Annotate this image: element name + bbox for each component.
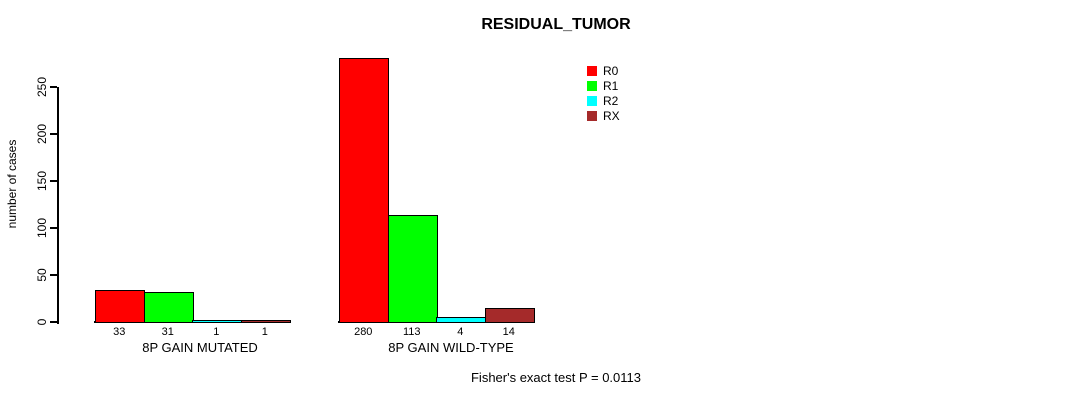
y-axis-tick (50, 133, 57, 135)
legend-item-rx: RX (587, 108, 620, 123)
legend-swatch-r2 (587, 95, 597, 106)
legend-swatch-r0 (587, 65, 597, 76)
y-axis-tick (50, 180, 57, 182)
bar-r0-1 (339, 58, 389, 323)
bar-r1-1 (388, 215, 438, 323)
x-axis-group-label: 8P GAIN WILD-TYPE (388, 340, 514, 355)
bar-rx-0 (241, 320, 291, 323)
legend-label: R0 (603, 63, 619, 78)
bar-value-label: 1 (213, 326, 220, 338)
y-axis-tick-label: 100 (35, 217, 49, 239)
y-axis-tick (50, 86, 57, 88)
legend-swatch-r1 (587, 80, 597, 91)
x-axis-group-label: 8P GAIN MUTATED (142, 340, 258, 355)
bar-r1-0 (144, 292, 194, 323)
y-axis-tick-label: 150 (35, 170, 49, 192)
bar-r2-1 (436, 317, 486, 323)
legend-item-r2: R2 (587, 93, 619, 108)
bar-value-label: 31 (161, 326, 174, 338)
legend-swatch-rx (587, 110, 597, 121)
annotation-fisher-test: Fisher's exact test P = 0.0113 (470, 370, 642, 385)
bar-value-label: 280 (354, 326, 373, 338)
bar-value-label: 33 (113, 326, 126, 338)
legend-label: R1 (603, 78, 619, 93)
y-axis-tick (50, 321, 57, 323)
y-axis-tick-label: 0 (35, 318, 49, 326)
y-axis-tick (50, 227, 57, 229)
bar-value-label: 4 (457, 326, 464, 338)
legend-item-r0: R0 (587, 63, 619, 78)
bar-r0-0 (95, 290, 145, 323)
bar-value-label: 1 (261, 326, 268, 338)
y-axis-title: number of cases (5, 139, 19, 229)
legend-label: RX (603, 108, 620, 123)
bar-r2-0 (192, 320, 242, 323)
legend-label: R2 (603, 93, 619, 108)
y-axis-tick-label: 50 (35, 268, 49, 282)
chart-title: RESIDUAL_TUMOR (481, 16, 631, 33)
y-axis-tick-label: 200 (35, 123, 49, 145)
legend-item-r1: R1 (587, 78, 619, 93)
y-axis-line (57, 87, 59, 324)
bar-value-label: 14 (502, 326, 515, 338)
y-axis-tick (50, 274, 57, 276)
bar-value-label: 113 (402, 326, 421, 338)
bar-rx-1 (485, 308, 535, 323)
y-axis-tick-label: 250 (35, 76, 49, 98)
